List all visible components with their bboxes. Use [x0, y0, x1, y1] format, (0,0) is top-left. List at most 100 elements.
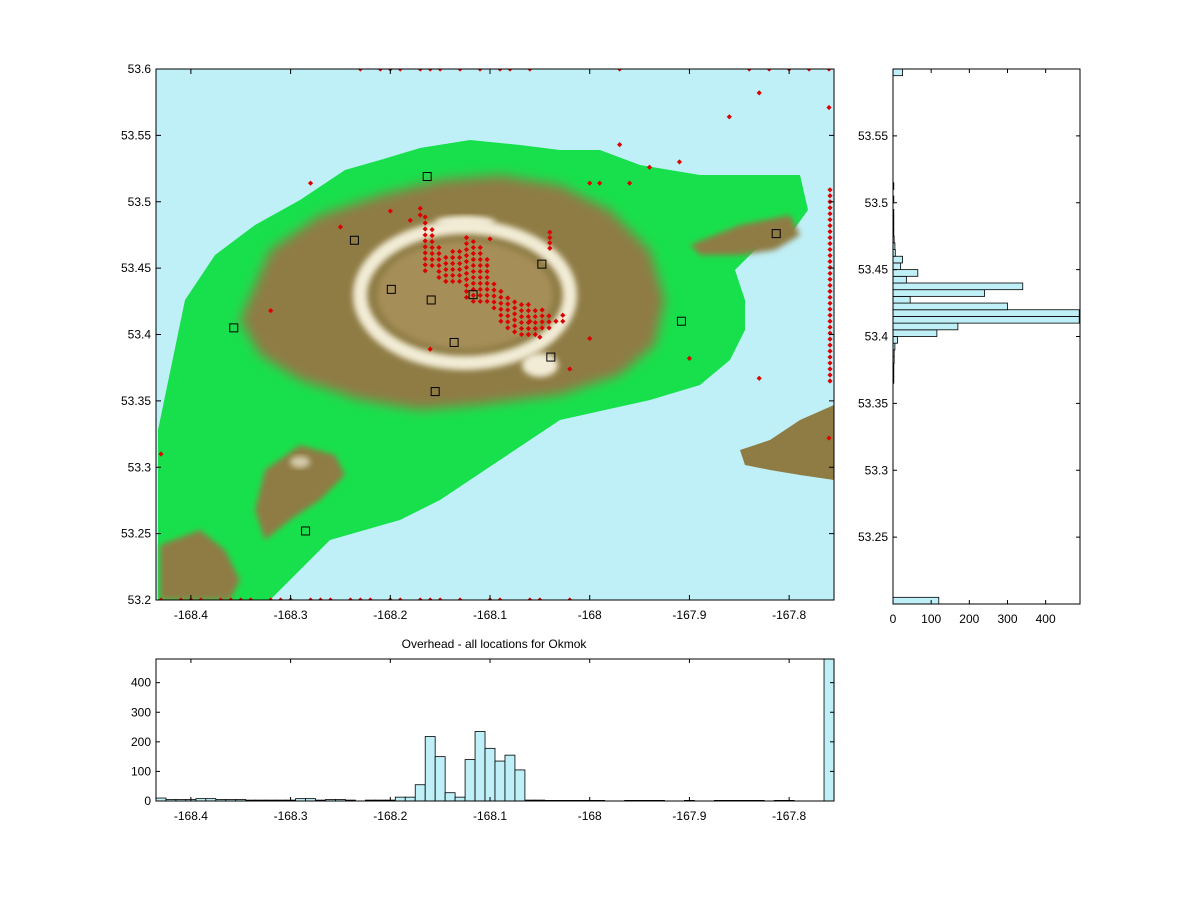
earthquake-point: [491, 299, 497, 305]
earthquake-point: [491, 287, 497, 293]
latitude-bar: [892, 255, 903, 264]
earthquake-point: [470, 292, 476, 298]
latitude-bar: [892, 316, 1080, 324]
latitude-bar: [892, 322, 959, 331]
earthquake-point: [387, 208, 393, 214]
earthquake-point: [427, 69, 433, 72]
y-tick-label: 53.3: [128, 460, 152, 474]
earthquake-point: [397, 69, 403, 72]
earthquake-point: [417, 69, 423, 72]
longitude-bar: [414, 784, 426, 802]
earthquake-point: [518, 319, 525, 326]
earthquake-point: [450, 272, 456, 279]
earthquake-point: [505, 301, 511, 307]
earthquake-point: [512, 311, 518, 317]
x-tick-label: -168.4: [174, 809, 208, 823]
earthquake-point: [429, 233, 435, 239]
longitude-bar: [474, 731, 486, 802]
earthquake-point: [553, 318, 559, 324]
earthquake-point: [477, 292, 483, 298]
earthquake-point: [827, 336, 833, 342]
earthquake-point: [463, 294, 470, 300]
earthquake-point: [827, 270, 833, 277]
earthquake-point: [436, 274, 442, 281]
latitude-bar: [892, 302, 1008, 311]
earthquake-point: [498, 294, 504, 300]
earthquake-point: [436, 250, 442, 257]
earthquake-point: [463, 270, 470, 277]
earthquake-point: [484, 262, 490, 269]
earthquake-point: [827, 330, 833, 336]
earthquake-point: [525, 313, 532, 320]
x-tick-label: -167.9: [672, 809, 706, 823]
earthquake-point: [539, 325, 545, 331]
caldera-floor: [377, 241, 553, 349]
earthquake-point: [429, 256, 435, 263]
longitude-bar: [484, 747, 496, 802]
earthquake-point: [547, 234, 553, 241]
earthquake-point: [827, 276, 833, 283]
earthquake-point: [477, 298, 483, 304]
earthquake-point: [518, 325, 525, 332]
earthquake-point: [617, 142, 623, 148]
x-tick-label: -168.3: [274, 608, 308, 622]
station-marker: [426, 295, 436, 305]
earthquake-point: [827, 288, 833, 294]
earthquake-point: [617, 69, 623, 72]
x-tick-label: -167.9: [672, 608, 706, 622]
longitude-bar: [394, 796, 406, 802]
station-marker: [546, 352, 556, 362]
earthquake-point: [827, 217, 833, 223]
earthquake-point: [443, 266, 449, 273]
earthquake-point: [450, 278, 456, 284]
y-tick-label: 53.5: [128, 195, 152, 209]
earthquake-point: [827, 205, 833, 211]
earthquake-point: [827, 193, 833, 199]
earthquake-point: [278, 597, 284, 600]
earthquake-point: [766, 69, 772, 72]
earthquake-point: [498, 312, 504, 318]
x-tick-label: 300: [997, 612, 1017, 626]
earthquake-point: [470, 280, 476, 286]
earthquake-point: [307, 180, 314, 186]
earthquake-point: [436, 262, 442, 269]
station-marker: [301, 526, 311, 536]
x-tick-label: -168: [578, 608, 602, 622]
earthquake-point: [827, 229, 833, 235]
earthquake-point: [518, 308, 525, 314]
earthquake-point: [218, 597, 224, 600]
map-x-axis: -168.4 -168.3 -168.2 -168.1 -168 -167.9 -167.8: [174, 69, 806, 622]
earthquake-point: [746, 69, 752, 72]
earthquake-point: [463, 252, 470, 259]
earthquake-point: [827, 187, 833, 193]
latitude-bar: [892, 336, 898, 344]
y-tick-label: 53.2: [128, 593, 152, 607]
earthquake-point: [827, 372, 833, 378]
earthquake-point: [539, 319, 545, 325]
earthquake-point: [457, 248, 463, 255]
earthquake-point: [422, 214, 428, 220]
earthquake-point: [450, 260, 456, 267]
earthquake-point: [726, 114, 732, 120]
longitude-bar: [424, 736, 436, 802]
station-marker: [430, 387, 440, 397]
latitude-bars: [892, 68, 1080, 605]
earthquake-point: [525, 331, 532, 338]
earthquake-point: [470, 298, 476, 304]
earthquake-point: [491, 305, 497, 311]
y-tick-label: 0: [144, 794, 151, 808]
summit-highlight: [522, 353, 558, 377]
earthquake-point: [498, 288, 504, 294]
earthquake-point: [357, 597, 363, 600]
earthquake-point: [417, 597, 423, 600]
x-tick-label: 100: [921, 612, 941, 626]
latitude-bar: [892, 262, 902, 271]
earthquake-point: [827, 282, 833, 288]
earthquake-point: [477, 244, 483, 251]
earthquake-point: [477, 286, 483, 292]
x-tick-label: -168.1: [473, 608, 507, 622]
east-island: [740, 405, 834, 480]
earthquake-point: [505, 325, 511, 331]
earthquake-point: [457, 272, 463, 279]
earthquake-point: [827, 264, 833, 271]
